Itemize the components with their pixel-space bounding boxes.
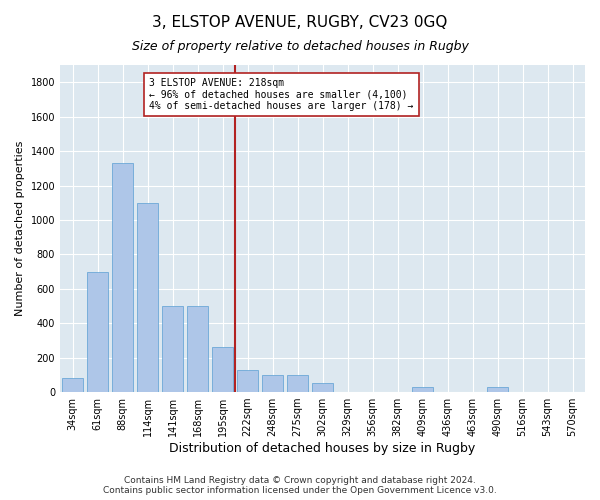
Bar	[487, 387, 508, 392]
Bar	[187, 306, 208, 392]
Bar	[112, 163, 133, 392]
Bar	[412, 387, 433, 392]
X-axis label: Distribution of detached houses by size in Rugby: Distribution of detached houses by size …	[169, 442, 476, 455]
Y-axis label: Number of detached properties: Number of detached properties	[15, 141, 25, 316]
Bar	[287, 375, 308, 392]
Bar	[212, 348, 233, 392]
Bar	[87, 272, 108, 392]
Text: Contains HM Land Registry data © Crown copyright and database right 2024.
Contai: Contains HM Land Registry data © Crown c…	[103, 476, 497, 495]
Bar	[162, 306, 183, 392]
Bar	[237, 370, 258, 392]
Bar	[262, 375, 283, 392]
Bar	[62, 378, 83, 392]
Text: 3 ELSTOP AVENUE: 218sqm
← 96% of detached houses are smaller (4,100)
4% of semi-: 3 ELSTOP AVENUE: 218sqm ← 96% of detache…	[149, 78, 413, 112]
Text: Size of property relative to detached houses in Rugby: Size of property relative to detached ho…	[131, 40, 469, 53]
Bar	[312, 384, 333, 392]
Bar	[137, 202, 158, 392]
Text: 3, ELSTOP AVENUE, RUGBY, CV23 0GQ: 3, ELSTOP AVENUE, RUGBY, CV23 0GQ	[152, 15, 448, 30]
